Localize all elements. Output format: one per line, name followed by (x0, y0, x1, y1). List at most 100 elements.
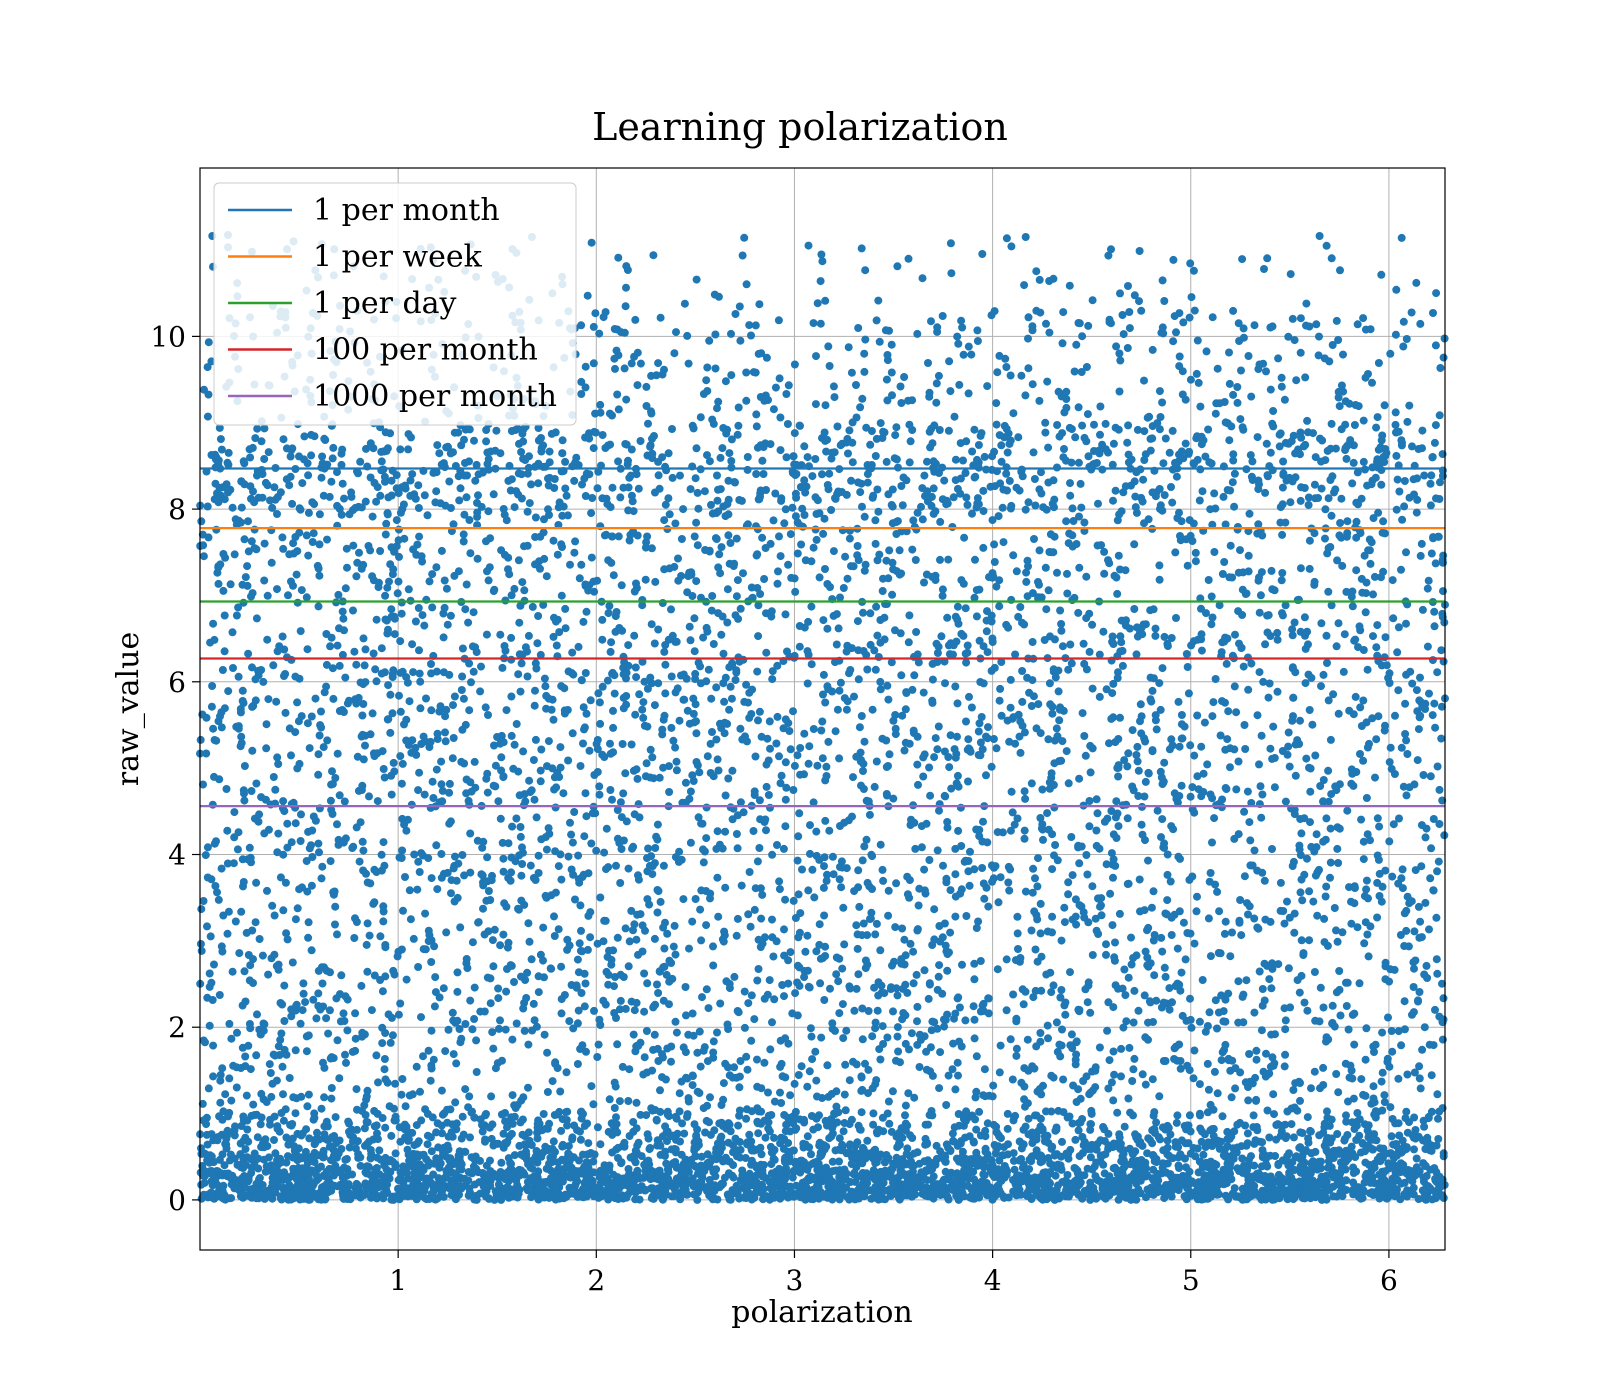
scatter-point (228, 628, 237, 637)
scatter-point (214, 579, 223, 588)
scatter-point (1028, 888, 1037, 897)
scatter-point (864, 797, 873, 806)
scatter-point (1398, 515, 1407, 524)
scatter-point (328, 767, 336, 776)
scatter-point (489, 490, 498, 499)
scatter-point (201, 851, 210, 860)
scatter-point (1239, 333, 1248, 342)
scatter-point (1244, 352, 1253, 360)
scatter-point (681, 983, 690, 991)
scatter-point (1296, 888, 1305, 897)
scatter-point (464, 796, 473, 805)
scatter-point (871, 539, 880, 548)
scatter-point (716, 999, 725, 1008)
scatter-point (514, 469, 523, 478)
scatter-point (806, 821, 814, 830)
scatter-point (1161, 972, 1170, 981)
scatter-point (1405, 493, 1414, 502)
scatter-point (1020, 826, 1029, 835)
scatter-point (1091, 914, 1100, 923)
scatter-point (1132, 751, 1141, 759)
scatter-point (997, 457, 1006, 466)
scatter-point (406, 915, 415, 924)
scatter-point (1354, 500, 1362, 509)
scatter-point (850, 692, 858, 701)
scatter-point (452, 1119, 461, 1128)
scatter-point (1027, 926, 1036, 935)
scatter-point (823, 624, 832, 633)
scatter-point (596, 400, 605, 409)
scatter-point (1028, 676, 1037, 685)
scatter-point (252, 1051, 261, 1060)
scatter-point (296, 1019, 305, 1028)
scatter-point (388, 669, 397, 678)
scatter-point (941, 679, 949, 688)
scatter-point (692, 518, 701, 527)
scatter-point (1123, 438, 1132, 447)
scatter-point (514, 670, 523, 679)
scatter-point (266, 1069, 275, 1077)
scatter-point (1270, 783, 1279, 792)
scatter-point (401, 481, 409, 490)
scatter-point (1158, 815, 1167, 824)
scatter-point (512, 720, 521, 728)
scatter-point (1028, 322, 1037, 331)
scatter-point (1333, 1130, 1342, 1138)
scatter-point (1200, 718, 1209, 727)
scatter-point (371, 665, 380, 674)
scatter-point (387, 605, 396, 614)
scatter-point (1319, 1063, 1328, 1072)
scatter-point (414, 857, 423, 866)
scatter-point (1133, 757, 1142, 766)
scatter-point (690, 614, 699, 623)
scatter-point (222, 785, 231, 793)
scatter-point (1432, 289, 1441, 298)
scatter-point (891, 431, 900, 440)
scatter-point (1173, 944, 1182, 953)
scatter-point (1229, 390, 1238, 399)
scatter-point (850, 1006, 859, 1015)
scatter-point (697, 886, 706, 895)
scatter-point (735, 1072, 744, 1081)
scatter-point (314, 989, 323, 998)
scatter-point (287, 838, 296, 847)
scatter-point (1264, 693, 1273, 702)
scatter-point (752, 410, 761, 419)
scatter-point (1408, 679, 1417, 688)
scatter-point (445, 819, 454, 828)
scatter-point (458, 851, 467, 859)
scatter-point (339, 1009, 348, 1018)
scatter-point (1204, 425, 1213, 434)
scatter-point (826, 984, 834, 993)
scatter-point (468, 938, 477, 947)
scatter-point (823, 481, 832, 489)
scatter-point (1121, 566, 1130, 575)
scatter-point (552, 783, 561, 792)
scatter-point (1394, 686, 1403, 695)
scatter-point (1047, 988, 1056, 997)
scatter-point (573, 1060, 582, 1068)
scatter-point (788, 1173, 797, 1182)
scatter-point (287, 751, 295, 760)
scatter-point (820, 911, 829, 920)
scatter-point (836, 593, 844, 602)
scatter-point (376, 547, 385, 555)
scatter-point (647, 409, 656, 418)
scatter-point (1362, 794, 1371, 802)
scatter-point (973, 326, 982, 335)
scatter-point (229, 664, 237, 672)
scatter-point (772, 937, 781, 946)
scatter-point (900, 935, 909, 944)
scatter-point (878, 587, 887, 595)
scatter-point (638, 705, 647, 714)
scatter-point (670, 921, 679, 930)
scatter-point (1246, 451, 1255, 460)
scatter-point (1021, 987, 1030, 996)
scatter-point (855, 723, 864, 732)
scatter-point (1007, 501, 1016, 510)
scatter-point (1083, 870, 1092, 879)
scatter-point (934, 722, 943, 731)
scatter-point (409, 934, 418, 943)
scatter-point (544, 737, 553, 746)
scatter-point (582, 709, 591, 718)
